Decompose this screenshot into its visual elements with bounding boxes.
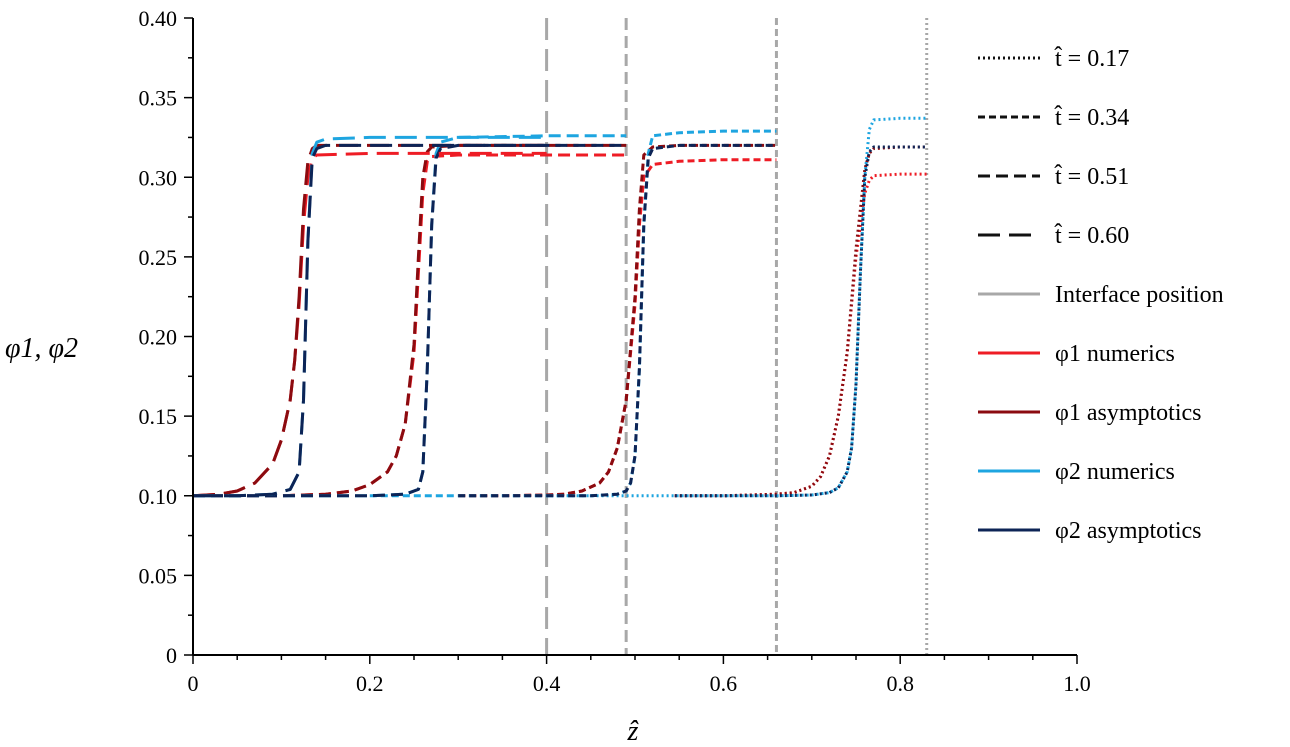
- axes: [192, 18, 1077, 656]
- y-tick-label: 0.30: [139, 165, 178, 190]
- series-phi2-asymptotics-t-0_6: [193, 143, 547, 498]
- y-tick-label: 0.15: [139, 404, 178, 429]
- series-phi2-asymptotics-t-0_34: [458, 143, 777, 498]
- series-phi1-numerics-t-0_51: [193, 153, 627, 498]
- y-tick-label: 0: [166, 643, 177, 668]
- legend-label: φ2 numerics: [1055, 459, 1175, 485]
- legend-label: t̂ = 0.17: [1054, 46, 1129, 72]
- legend-label: t̂ = 0.60: [1054, 223, 1129, 249]
- y-tick-label: 0.20: [139, 325, 178, 350]
- series-phi2-numerics-t-0_51: [193, 134, 627, 498]
- legend: t̂ = 0.17 t̂ = 0.34 t̂ = 0.51 t̂ = 0.60 Inte…: [978, 46, 1224, 544]
- tick-labels: 0 0.2 0.4 0.6 0.8 1.0 0 0.05 0.10 0.15 0.20 0.25 0.3…: [139, 6, 1091, 696]
- x-tick-label: 0.2: [356, 671, 384, 696]
- series-phi2-numerics-t-0_34: [369, 129, 777, 498]
- x-tick-label: 1.0: [1063, 671, 1091, 696]
- series-phi2-numerics-t-0_17: [546, 116, 927, 498]
- x-tick-label: 0.6: [710, 671, 738, 696]
- x-axis-label: ẑ: [627, 716, 640, 747]
- series-phi1-numerics-t-0_34: [458, 158, 777, 498]
- legend-label: t̂ = 0.34: [1054, 105, 1129, 131]
- y-axis-label: φ1, φ2: [5, 333, 78, 364]
- x-tick-label: 0.4: [533, 671, 561, 696]
- x-tick-label: 0.8: [886, 671, 914, 696]
- legend-label: t̂ = 0.51: [1054, 164, 1129, 190]
- interface-lines: [545, 18, 929, 655]
- series-phi2-asymptotics-t-0_51: [193, 143, 627, 498]
- y-tick-label: 0.40: [139, 6, 178, 31]
- series-phi1-asymptotics-t-0_34: [458, 143, 777, 498]
- legend-label: φ1 numerics: [1055, 341, 1175, 367]
- curves: [192, 116, 927, 498]
- series-phi1-asymptotics-t-0_17: [674, 145, 927, 498]
- series-phi1-numerics-t-0_17: [674, 172, 927, 498]
- series-phi1-numerics-t-0_6: [192, 151, 547, 498]
- y-tick-label: 0.05: [139, 563, 178, 588]
- legend-label: φ2 asymptotics: [1055, 518, 1202, 544]
- y-tick-label: 0.35: [139, 86, 178, 111]
- series-phi1-asymptotics-t-0_6: [192, 143, 547, 498]
- y-tick-label: 0.10: [139, 484, 178, 509]
- legend-label: Interface position: [1055, 282, 1224, 308]
- series-phi2-numerics-t-0_6: [193, 135, 547, 498]
- legend-label: φ1 asymptotics: [1055, 400, 1202, 426]
- y-tick-label: 0.25: [139, 245, 178, 270]
- series-phi2-asymptotics-t-0_17: [674, 145, 927, 498]
- series-phi1-asymptotics-t-0_51: [193, 143, 627, 498]
- x-tick-label: 0: [188, 671, 199, 696]
